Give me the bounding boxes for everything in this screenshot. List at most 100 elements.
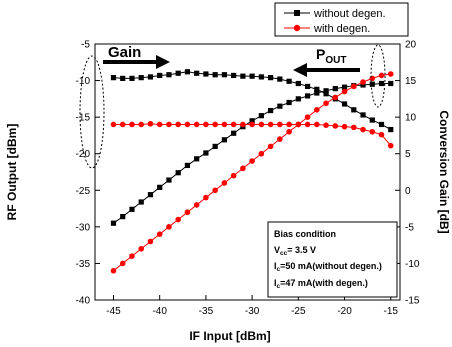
data-point-with-degen-conversion-gain — [286, 121, 292, 128]
data-point-without-degen-rf-output — [231, 130, 237, 136]
data-point-without-degen-rf-output — [378, 80, 385, 87]
annotation-layer: Gain POUT Bias condition Vcc= 3.5 V Ic=50 mA… — [79, 44, 398, 298]
y-left-tick-label: -20 — [76, 149, 91, 160]
data-point-with-degen-rf-output — [360, 79, 366, 85]
pout-highlight-ellipse — [370, 44, 386, 108]
data-point-with-degen-rf-output — [230, 172, 237, 179]
data-point-without-degen-rf-output — [332, 86, 338, 92]
data-point-with-degen-rf-output — [249, 158, 255, 164]
data-point-with-degen-conversion-gain — [295, 121, 302, 128]
gain-highlight-ellipse — [79, 55, 105, 169]
legend: without degen. with degen. — [274, 2, 409, 37]
data-point-without-degen-rf-output — [249, 118, 255, 124]
gain-annotation: Gain — [108, 44, 141, 61]
data-point-without-degen-conversion-gain — [369, 117, 375, 123]
y-left-tick-label: -15 — [76, 113, 91, 124]
x-tick-label: -15 — [384, 306, 399, 317]
data-point-with-degen-conversion-gain — [184, 121, 191, 128]
series-line-without-degen-rf-output — [113, 82, 391, 224]
data-point-with-degen-rf-output — [203, 194, 209, 201]
data-point-without-degen-conversion-gain — [314, 86, 320, 92]
data-point-with-degen-rf-output — [138, 246, 145, 252]
data-point-with-degen-rf-output — [341, 88, 348, 95]
y-right-tick-label: -5 — [405, 222, 414, 233]
data-point-without-degen-conversion-gain — [351, 107, 357, 113]
data-point-with-degen-conversion-gain — [138, 121, 145, 128]
data-point-without-degen-conversion-gain — [110, 75, 117, 81]
data-point-with-degen-rf-output — [267, 143, 274, 150]
data-point-with-degen-rf-output — [156, 231, 163, 237]
data-point-with-degen-rf-output — [387, 71, 394, 77]
data-point-without-degen-conversion-gain — [147, 74, 154, 80]
data-point-without-degen-conversion-gain — [388, 126, 394, 133]
y-left-tick-label: -5 — [81, 40, 90, 51]
data-point-with-degen-conversion-gain — [129, 121, 135, 128]
data-point-without-degen-rf-output — [120, 214, 126, 220]
plot-area-frame — [94, 43, 401, 301]
data-point-with-degen-conversion-gain — [240, 121, 246, 128]
data-point-without-degen-conversion-gain — [360, 112, 366, 118]
data-point-with-degen-conversion-gain — [212, 121, 218, 128]
data-point-without-degen-conversion-gain — [249, 73, 255, 79]
data-point-without-degen-rf-output — [388, 80, 394, 87]
data-point-without-degen-conversion-gain — [286, 78, 292, 84]
data-point-with-degen-conversion-gain — [277, 121, 283, 128]
data-point-with-degen-rf-output — [110, 267, 117, 274]
y-right-tick-label: 10 — [405, 113, 417, 124]
data-point-without-degen-rf-output — [129, 206, 135, 212]
data-point-with-degen-rf-output — [258, 150, 265, 157]
y-right-tick-label: 15 — [405, 76, 417, 87]
data-point-with-degen-conversion-gain — [341, 123, 348, 130]
data-point-without-degen-rf-output — [203, 150, 209, 156]
data-point-without-degen-conversion-gain — [175, 70, 181, 76]
y-left-tick-label: -10 — [76, 76, 91, 87]
data-point-with-degen-rf-output — [184, 209, 191, 216]
data-point-without-degen-rf-output — [277, 103, 283, 109]
data-point-with-degen-conversion-gain — [203, 121, 209, 128]
x-tick-label: -30 — [245, 306, 260, 317]
data-point-with-degen-rf-output — [304, 114, 311, 120]
data-point-with-degen-rf-output — [212, 187, 218, 194]
data-point-with-degen-rf-output — [175, 216, 181, 223]
legend-label-without-degen: without degen. — [313, 8, 386, 20]
bias-condition-title: Bias condition — [274, 229, 336, 239]
x-tick-label: -20 — [337, 306, 352, 317]
legend-marker-without-degen — [294, 10, 300, 16]
x-tick-label: -35 — [199, 306, 214, 317]
data-point-with-degen-conversion-gain — [350, 124, 357, 131]
data-point-with-degen-rf-output — [378, 72, 385, 79]
data-point-without-degen-conversion-gain — [157, 72, 163, 79]
data-point-with-degen-conversion-gain — [110, 121, 117, 128]
data-point-without-degen-conversion-gain — [231, 72, 237, 79]
gain-arrow-head — [156, 55, 170, 69]
data-point-with-degen-conversion-gain — [378, 131, 385, 138]
data-point-without-degen-rf-output — [184, 162, 191, 169]
data-point-with-degen-rf-output — [369, 75, 376, 82]
plot-frame-layer — [94, 43, 401, 301]
bias-vcc-line: Vcc= 3.5 V — [274, 245, 316, 257]
y-right-tick-label: -15 — [405, 296, 420, 307]
data-point-without-degen-conversion-gain — [212, 72, 218, 78]
series-layer — [110, 69, 394, 274]
data-point-without-degen-conversion-gain — [221, 72, 227, 78]
data-point-with-degen-conversion-gain — [119, 121, 126, 128]
ticks-layer: -45 -40 -35 -30 -25 -20 -15-40-35-30-25-20-15-… — [76, 40, 420, 318]
data-point-with-degen-conversion-gain — [147, 120, 154, 127]
data-point-with-degen-conversion-gain — [332, 123, 339, 129]
x-tick-label: -45 — [106, 306, 121, 317]
legend-marker-with-degen — [293, 24, 301, 32]
data-point-with-degen-conversion-gain — [267, 121, 274, 128]
data-point-without-degen-conversion-gain — [138, 75, 144, 81]
data-point-without-degen-conversion-gain — [304, 83, 311, 90]
data-point-with-degen-rf-output — [277, 136, 283, 142]
pout-subscript: OUT — [325, 55, 346, 66]
data-point-with-degen-conversion-gain — [258, 121, 265, 128]
y-right-tick-label: -10 — [405, 259, 420, 270]
pout-annotation: POUT — [316, 46, 346, 66]
data-point-with-degen-conversion-gain — [156, 121, 163, 128]
data-point-without-degen-conversion-gain — [378, 121, 385, 128]
data-point-without-degen-rf-output — [314, 90, 320, 96]
data-point-with-degen-conversion-gain — [175, 121, 181, 128]
data-point-with-degen-conversion-gain — [304, 121, 311, 128]
